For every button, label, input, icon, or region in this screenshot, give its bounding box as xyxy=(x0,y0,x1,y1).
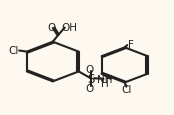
Text: S: S xyxy=(87,72,94,85)
Text: O: O xyxy=(86,83,94,93)
Text: O: O xyxy=(86,64,94,74)
Text: Cl: Cl xyxy=(121,84,132,94)
Text: H: H xyxy=(101,79,109,89)
Text: OH: OH xyxy=(61,23,77,33)
Text: Cl: Cl xyxy=(9,46,19,56)
Text: O: O xyxy=(48,23,56,33)
Text: F: F xyxy=(128,40,134,50)
Text: NH: NH xyxy=(97,74,113,84)
